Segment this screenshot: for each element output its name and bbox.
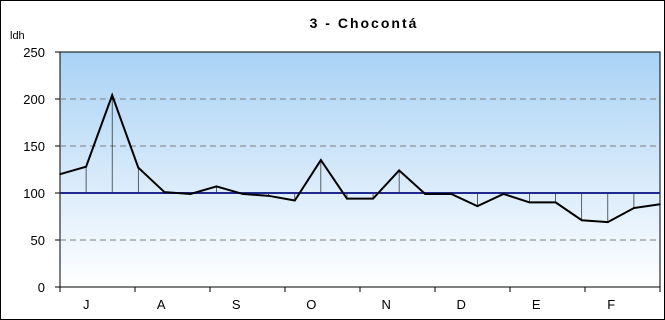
- data-point: [215, 185, 218, 188]
- y-axis-unit-label: ldh: [10, 30, 25, 42]
- x-tick-label: F: [607, 297, 615, 312]
- chart-title: 3 - Chocontá: [310, 15, 419, 31]
- data-point: [502, 193, 505, 195]
- data-point: [137, 166, 140, 169]
- data-point: [580, 219, 583, 222]
- data-point: [554, 201, 557, 204]
- plot-area: [59, 51, 661, 288]
- data-point: [607, 221, 609, 223]
- data-point: [398, 169, 400, 172]
- series-line: [59, 92, 661, 224]
- data-point: [372, 197, 374, 200]
- data-point: [163, 191, 166, 193]
- data-point: [59, 173, 61, 175]
- y-tick-label: 200: [23, 92, 45, 107]
- data-point: [111, 94, 113, 97]
- x-tick-label: D: [457, 297, 466, 312]
- y-tick-label: 50: [31, 233, 45, 248]
- data-point: [267, 195, 270, 197]
- y-tick-label: 150: [23, 139, 45, 154]
- y-tick-label: 100: [23, 186, 45, 201]
- data-point: [241, 193, 244, 195]
- x-tick-label: S: [232, 297, 241, 312]
- data-point: [189, 193, 192, 195]
- data-point: [659, 203, 661, 206]
- data-point: [476, 205, 479, 207]
- x-tick-label: E: [532, 297, 541, 312]
- y-axis: 0 50 100 150 200 250: [23, 45, 60, 295]
- y-tick-label: 250: [23, 45, 45, 60]
- data-point: [85, 165, 87, 168]
- data-point: [346, 197, 348, 200]
- data-point: [320, 159, 322, 161]
- x-tick-label: J: [83, 297, 90, 312]
- data-point: [528, 201, 531, 204]
- x-tick-label: N: [382, 297, 391, 312]
- data-point: [633, 207, 635, 209]
- data-point: [450, 193, 453, 195]
- data-point: [293, 199, 296, 202]
- series-layer: [59, 92, 661, 224]
- x-tick-label: O: [306, 297, 316, 312]
- x-tick-label: A: [157, 297, 166, 312]
- y-tick-label: 0: [38, 280, 45, 295]
- data-point: [424, 193, 427, 195]
